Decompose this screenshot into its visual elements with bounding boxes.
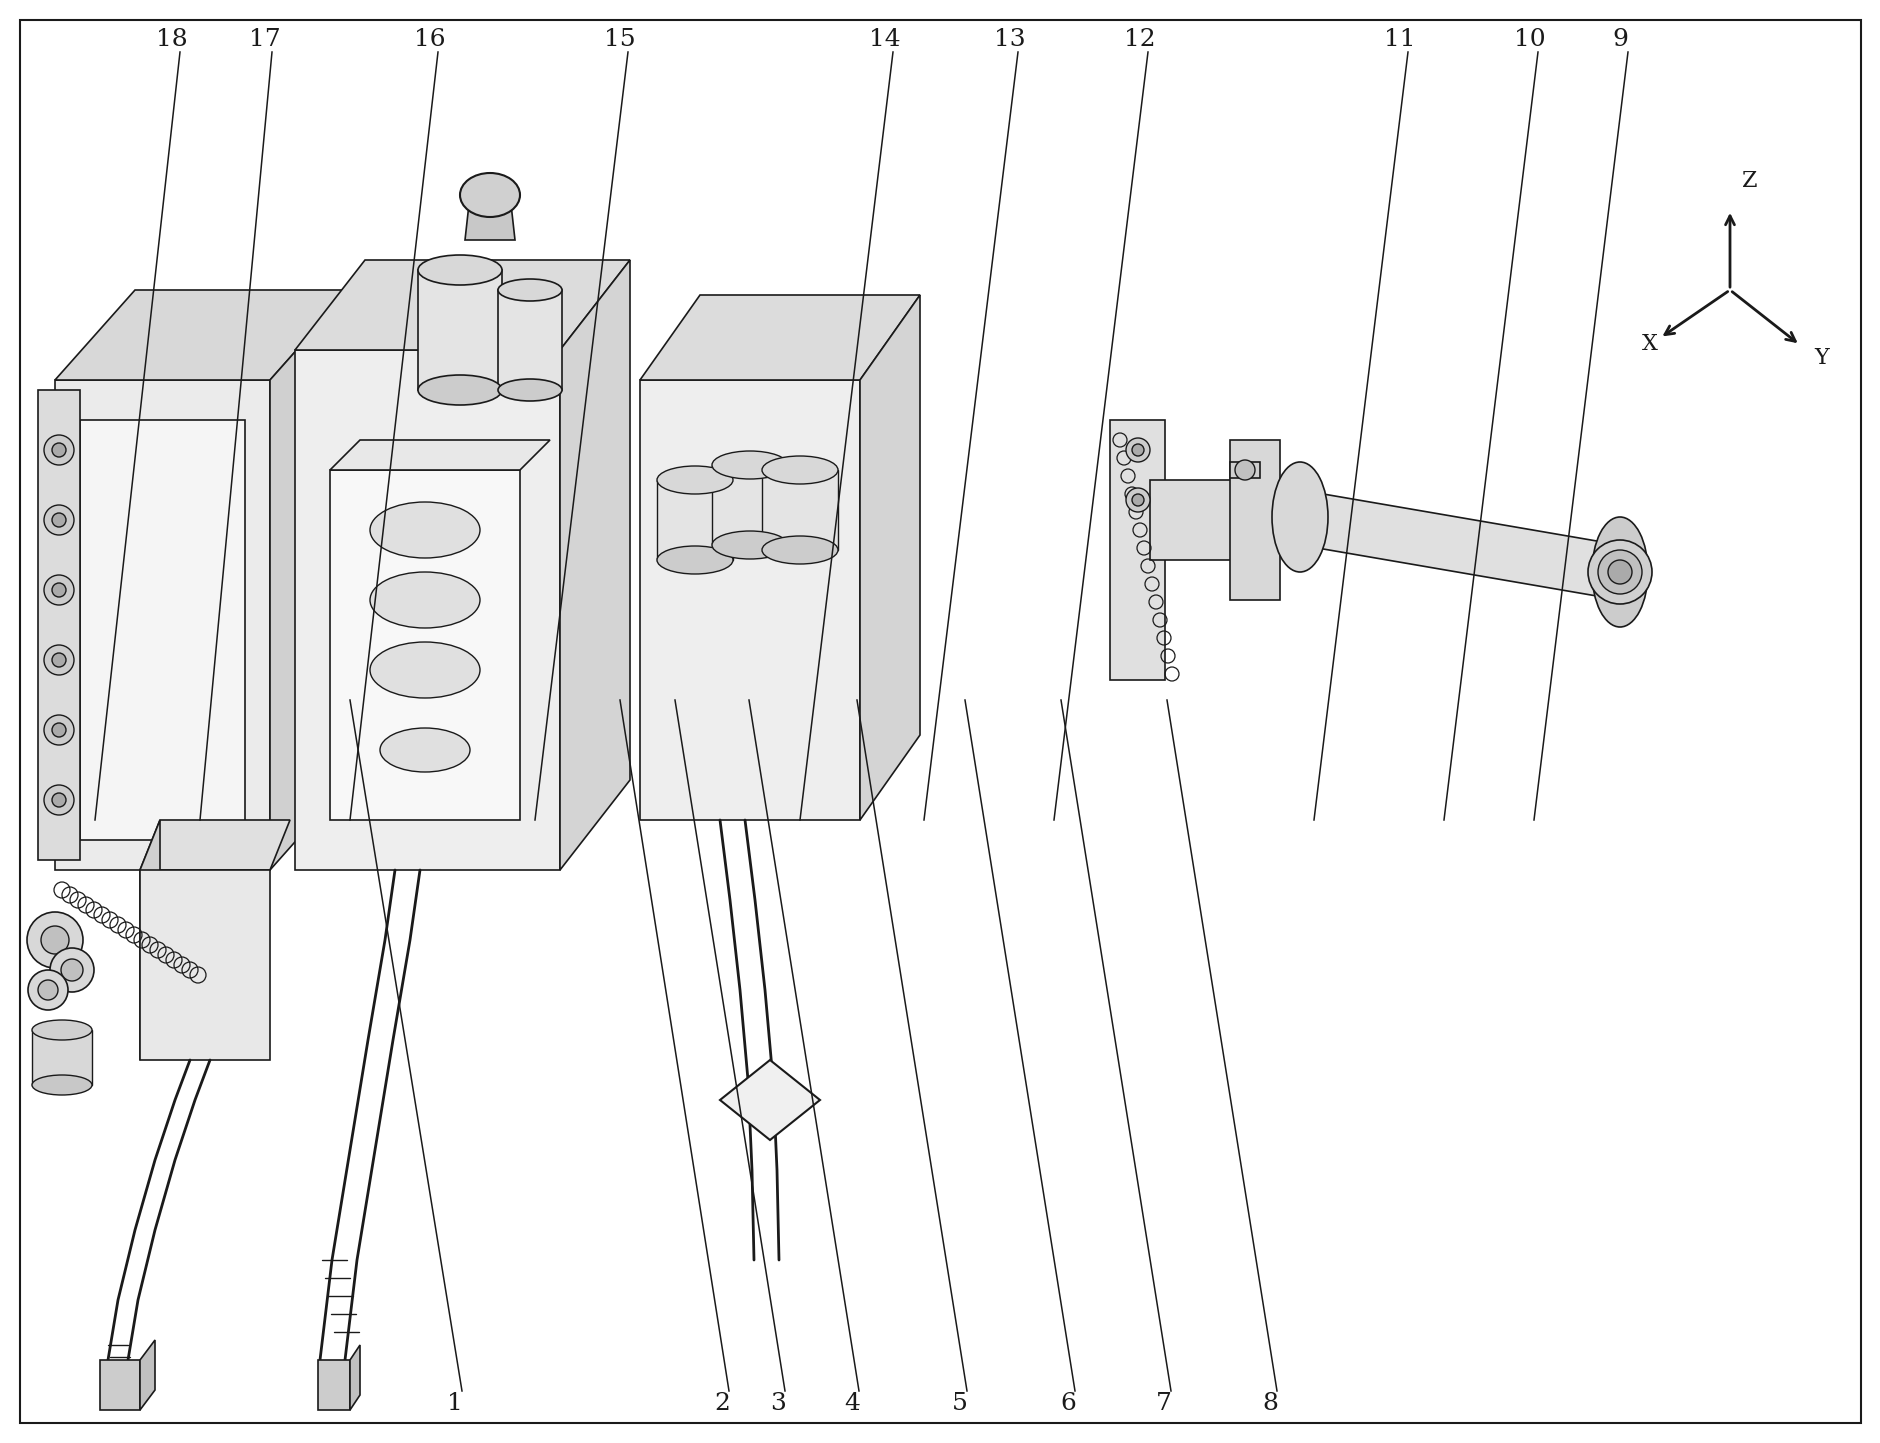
Text: 17: 17 (248, 27, 280, 51)
Circle shape (43, 434, 73, 465)
Ellipse shape (656, 466, 733, 494)
Ellipse shape (761, 456, 838, 483)
Circle shape (1132, 494, 1143, 506)
Circle shape (43, 785, 73, 815)
Ellipse shape (32, 1075, 92, 1095)
Text: Y: Y (1812, 346, 1827, 369)
Polygon shape (329, 470, 519, 820)
Circle shape (53, 443, 66, 457)
Bar (32, 1030, 92, 1085)
Ellipse shape (417, 375, 502, 405)
Ellipse shape (713, 452, 788, 479)
Polygon shape (1230, 462, 1260, 478)
Ellipse shape (656, 545, 733, 574)
Polygon shape (318, 1359, 350, 1410)
Text: 8: 8 (1261, 1392, 1277, 1416)
Polygon shape (139, 820, 160, 1061)
Circle shape (43, 574, 73, 605)
Circle shape (53, 794, 66, 807)
Text: 3: 3 (769, 1392, 786, 1416)
Polygon shape (1109, 420, 1164, 680)
Circle shape (1126, 439, 1149, 462)
Polygon shape (139, 870, 271, 1061)
Polygon shape (295, 260, 630, 351)
Polygon shape (1230, 440, 1278, 600)
Ellipse shape (370, 502, 479, 558)
Polygon shape (55, 290, 350, 380)
Ellipse shape (32, 1020, 92, 1040)
Polygon shape (100, 1359, 139, 1410)
Ellipse shape (370, 571, 479, 628)
Circle shape (1126, 488, 1149, 512)
Bar (656, 481, 733, 560)
Polygon shape (464, 195, 515, 240)
Circle shape (53, 723, 66, 737)
Polygon shape (350, 1345, 359, 1410)
Circle shape (41, 926, 70, 954)
Bar (417, 270, 502, 390)
Text: 13: 13 (995, 27, 1025, 51)
Text: 18: 18 (156, 27, 188, 51)
Circle shape (43, 645, 73, 675)
Text: 4: 4 (844, 1392, 859, 1416)
Circle shape (26, 912, 83, 968)
Ellipse shape (761, 535, 838, 564)
Text: 1: 1 (447, 1392, 462, 1416)
Polygon shape (560, 260, 630, 870)
Circle shape (1598, 550, 1641, 595)
Ellipse shape (498, 278, 562, 302)
Polygon shape (38, 390, 81, 860)
Text: 7: 7 (1156, 1392, 1171, 1416)
Polygon shape (139, 1341, 154, 1410)
Ellipse shape (498, 380, 562, 401)
Polygon shape (1299, 491, 1619, 600)
Circle shape (60, 960, 83, 981)
Bar (761, 470, 838, 550)
Circle shape (53, 514, 66, 527)
Ellipse shape (1271, 462, 1327, 571)
Text: X: X (1641, 333, 1656, 355)
Circle shape (38, 980, 58, 1000)
Polygon shape (329, 440, 549, 470)
Text: 15: 15 (603, 27, 635, 51)
Polygon shape (55, 380, 271, 870)
Polygon shape (639, 380, 859, 820)
Circle shape (1235, 460, 1254, 481)
Polygon shape (295, 351, 560, 870)
Text: 10: 10 (1513, 27, 1545, 51)
Circle shape (43, 505, 73, 535)
Circle shape (51, 948, 94, 991)
Circle shape (1587, 540, 1651, 605)
Text: 6: 6 (1060, 1392, 1075, 1416)
Polygon shape (720, 1061, 820, 1140)
Polygon shape (271, 290, 350, 870)
Ellipse shape (370, 642, 479, 698)
Bar (713, 465, 788, 545)
Circle shape (53, 583, 66, 597)
Ellipse shape (461, 173, 519, 216)
Polygon shape (1149, 481, 1260, 560)
Ellipse shape (713, 531, 788, 558)
Circle shape (43, 714, 73, 745)
Polygon shape (639, 294, 919, 380)
Polygon shape (81, 420, 244, 840)
Text: Z: Z (1741, 170, 1756, 192)
Circle shape (53, 654, 66, 667)
Circle shape (28, 970, 68, 1010)
Text: 2: 2 (714, 1392, 729, 1416)
Circle shape (1607, 560, 1632, 584)
Text: 5: 5 (951, 1392, 968, 1416)
Ellipse shape (380, 729, 470, 772)
Bar (498, 290, 562, 390)
Text: 11: 11 (1384, 27, 1416, 51)
Ellipse shape (417, 255, 502, 286)
Polygon shape (139, 820, 290, 870)
Text: 12: 12 (1124, 27, 1154, 51)
Text: 16: 16 (414, 27, 446, 51)
Circle shape (1132, 444, 1143, 456)
Polygon shape (859, 294, 919, 820)
Ellipse shape (1590, 517, 1647, 628)
Text: 14: 14 (869, 27, 901, 51)
Text: 9: 9 (1611, 27, 1626, 51)
